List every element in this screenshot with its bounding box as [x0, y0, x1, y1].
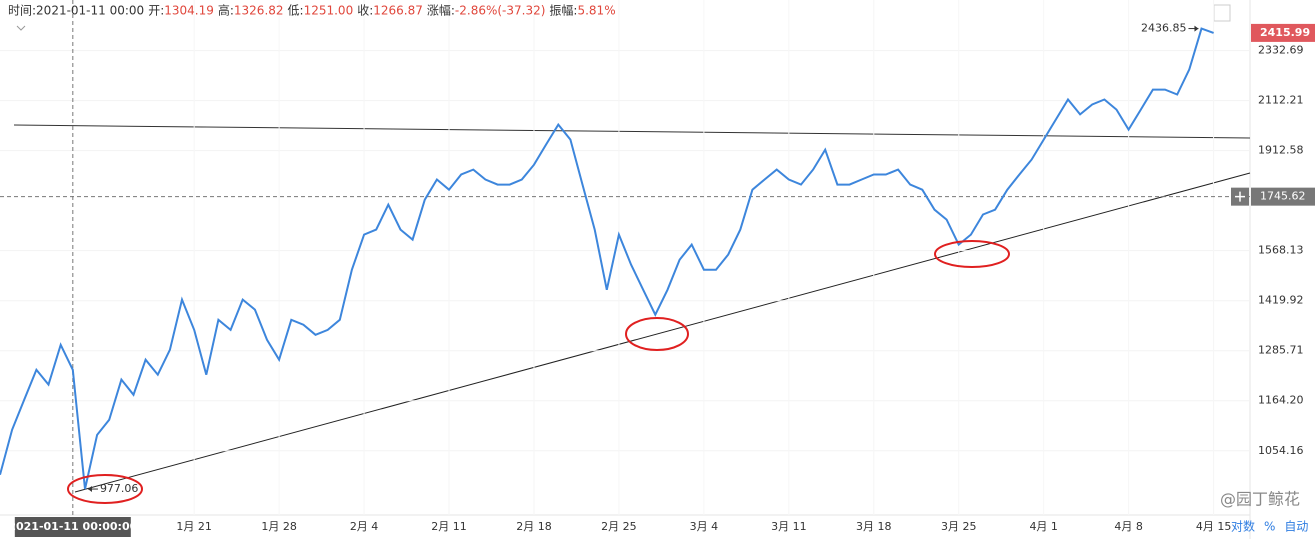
highlight-ellipse — [67, 474, 143, 504]
header-label: 高: — [218, 3, 234, 18]
header-value: 2021-01-11 00:00 — [36, 4, 144, 18]
y-tick-label: 1164.20 — [1258, 394, 1304, 407]
header-value: 1326.82 — [234, 4, 284, 18]
last-price-label: 2415.99 — [1260, 26, 1310, 39]
header-label: 开: — [148, 4, 164, 18]
x-tick-label: 3月 11 — [771, 520, 807, 533]
x-tick-label: 1月 28 — [261, 520, 297, 533]
x-tick-label: 4月 15 — [1196, 520, 1232, 533]
highlight-ellipse — [934, 240, 1010, 268]
annotation-label: 977.06 — [100, 482, 138, 495]
x-tick-label: 3月 25 — [941, 520, 977, 533]
scale-button[interactable]: 自动 — [1284, 520, 1308, 534]
crosshair-date-label: 2021-01-11 00:00:00 — [8, 520, 137, 533]
x-tick-label: 3月 18 — [856, 520, 892, 533]
header-label: 收: — [357, 4, 373, 18]
y-tick-label: 1054.16 — [1258, 444, 1304, 457]
plot — [0, 0, 1250, 515]
collapse-icon[interactable] — [16, 25, 26, 31]
scale-button[interactable]: 对数 — [1231, 519, 1255, 534]
y-tick-label: 1568.13 — [1258, 244, 1304, 257]
y-tick-label: 1285.71 — [1258, 344, 1304, 357]
x-tick-label: 2月 4 — [350, 520, 379, 533]
x-tick-label: 1月 21 — [176, 520, 212, 533]
crosshair-date-tag — [14, 517, 131, 537]
x-tick-label: 2月 25 — [601, 520, 637, 533]
watermark: @园丁鲸花 — [1220, 490, 1300, 509]
add-icon — [1235, 191, 1245, 202]
header-value: 1304.19 — [164, 4, 214, 18]
x-tick-label: 3月 4 — [690, 520, 719, 533]
y-tick-label: 1912.58 — [1258, 144, 1304, 157]
header-label: 涨幅: — [427, 3, 455, 18]
header-label: 振幅: — [549, 3, 577, 18]
x-tick-label: 4月 1 — [1029, 520, 1058, 533]
scale-button[interactable]: % — [1264, 520, 1275, 534]
header-value: 1251.00 — [304, 4, 354, 18]
x-tick-label: 4月 8 — [1114, 520, 1143, 533]
annotation-arrowhead — [87, 486, 92, 493]
last-price-tag — [1251, 23, 1315, 42]
header-label: 低: — [288, 4, 304, 18]
trend-line — [74, 172, 1251, 493]
x-tick-label: 2月 11 — [431, 520, 467, 533]
crosshair-price-tag — [1251, 187, 1315, 206]
price-line — [0, 27, 1214, 490]
crosshair-price-label: 1745.62 — [1260, 190, 1306, 203]
y-tick-label: 2332.69 — [1258, 44, 1304, 57]
header-label: 时间: — [8, 4, 36, 18]
annotation-arrowhead — [1194, 25, 1199, 32]
header-value: 1266.87 — [373, 4, 423, 18]
annotation-label: 2436.85 — [1141, 22, 1187, 35]
y-tick-label: 1419.92 — [1258, 294, 1304, 307]
header-value: 5.81% — [577, 4, 615, 18]
header-value: -2.86%(-37.32) — [455, 4, 546, 18]
highlight-ellipse — [625, 317, 689, 351]
y-tick-label: 2112.21 — [1258, 94, 1304, 107]
x-tick-label: 2月 18 — [516, 520, 552, 533]
